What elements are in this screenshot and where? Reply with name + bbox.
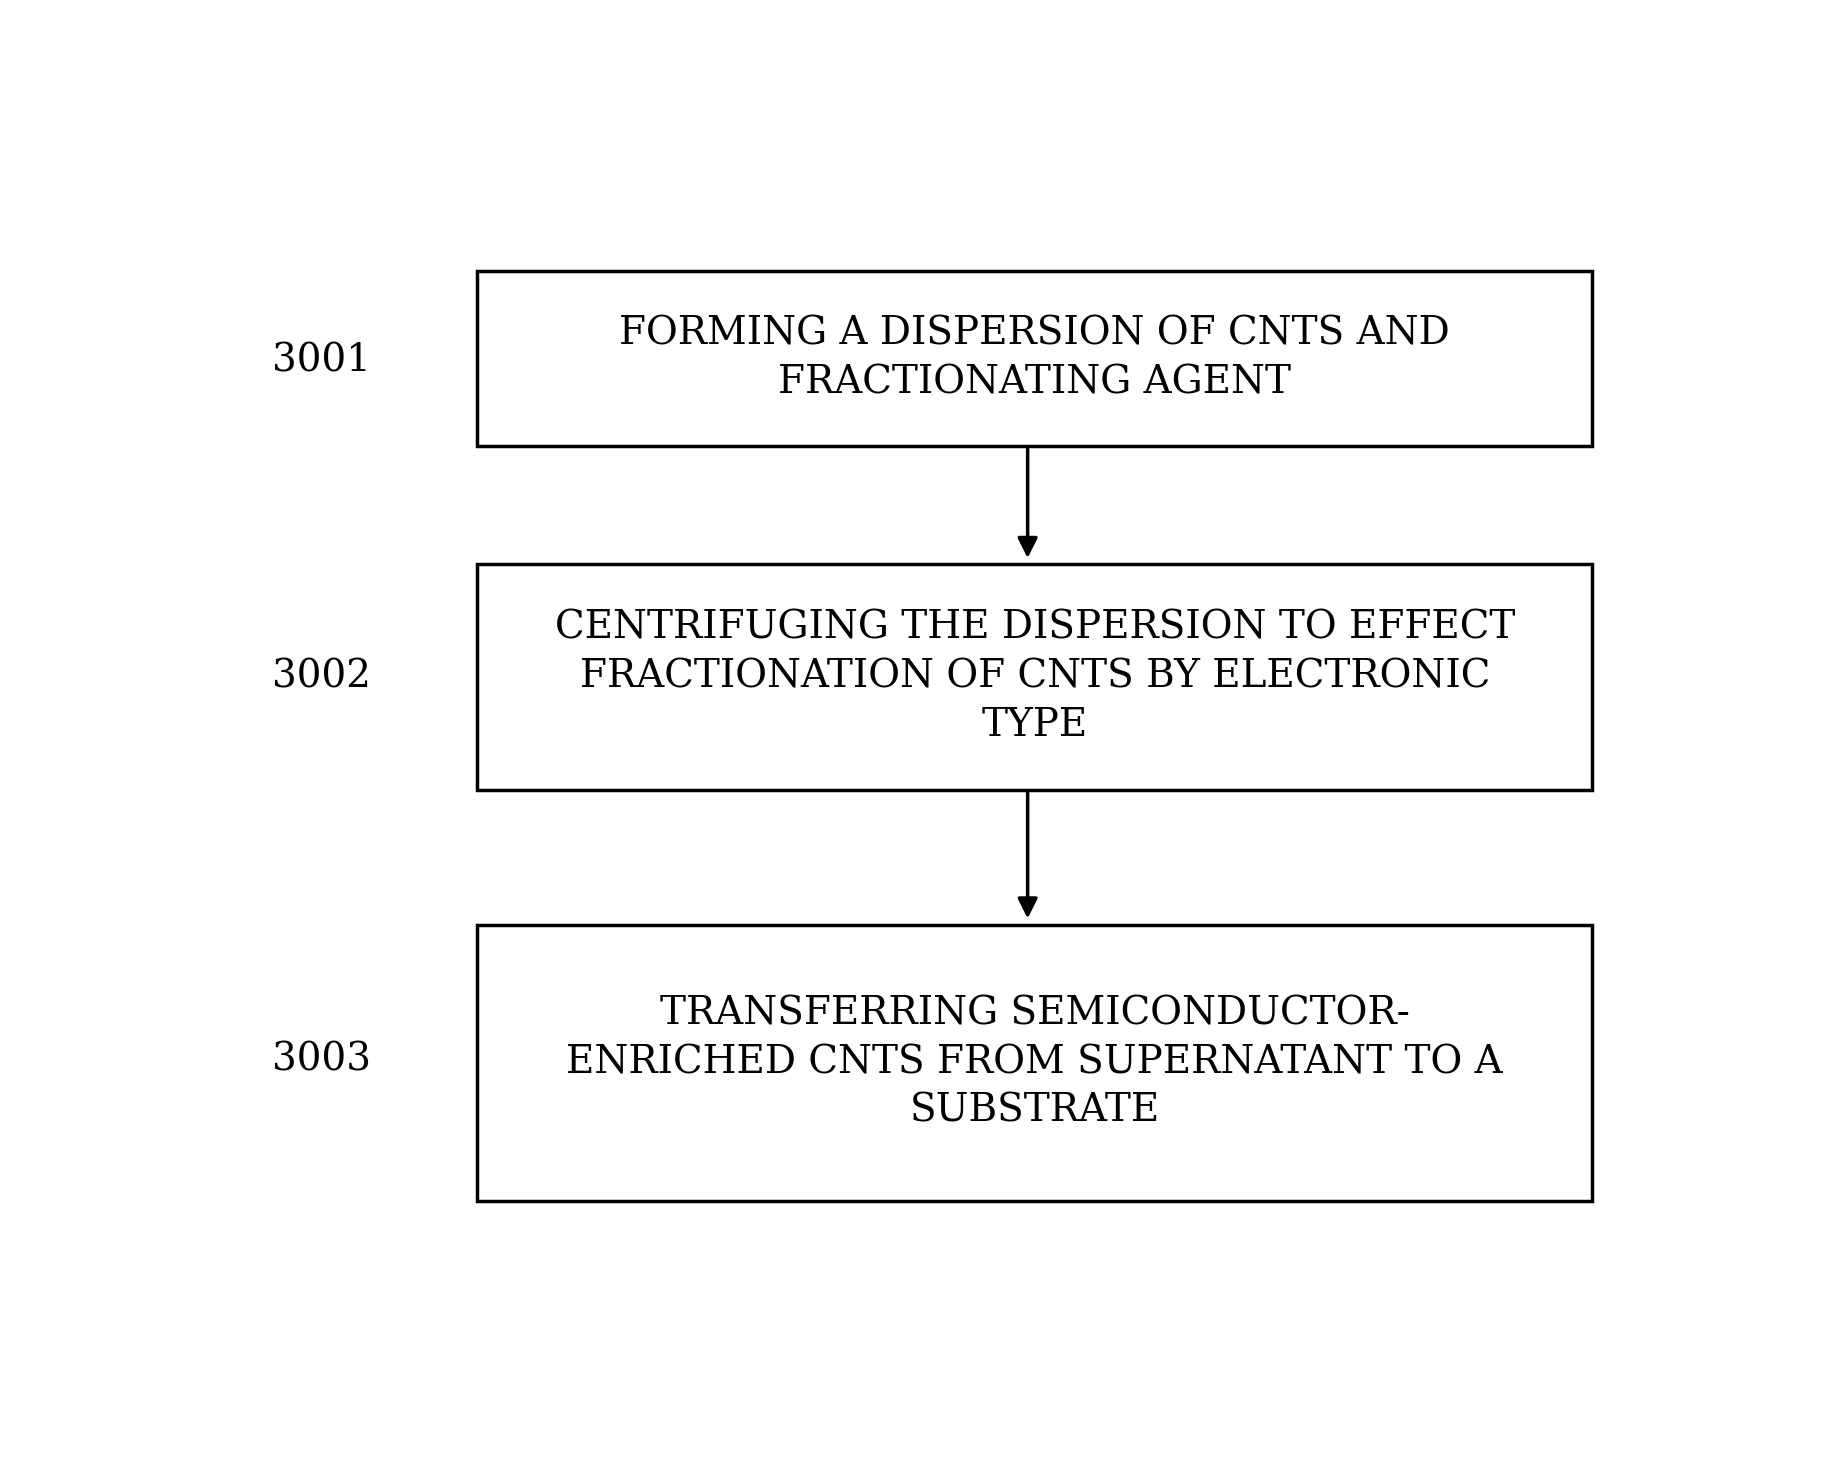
Text: TRANSFERRING SEMICONDUCTOR-
ENRICHED CNTS FROM SUPERNATANT TO A
SUBSTRATE: TRANSFERRING SEMICONDUCTOR- ENRICHED CNT… [566,996,1502,1129]
Text: 3002: 3002 [271,658,370,695]
FancyBboxPatch shape [478,925,1592,1201]
FancyBboxPatch shape [478,565,1592,790]
Text: FORMING A DISPERSION OF CNTS AND
FRACTIONATING AGENT: FORMING A DISPERSION OF CNTS AND FRACTIO… [619,316,1451,401]
FancyBboxPatch shape [478,271,1592,446]
Text: CENTRIFUGING THE DISPERSION TO EFFECT
FRACTIONATION OF CNTS BY ELECTRONIC
TYPE: CENTRIFUGING THE DISPERSION TO EFFECT FR… [555,610,1515,745]
Text: 3003: 3003 [271,1042,370,1078]
Text: 3001: 3001 [271,342,370,380]
